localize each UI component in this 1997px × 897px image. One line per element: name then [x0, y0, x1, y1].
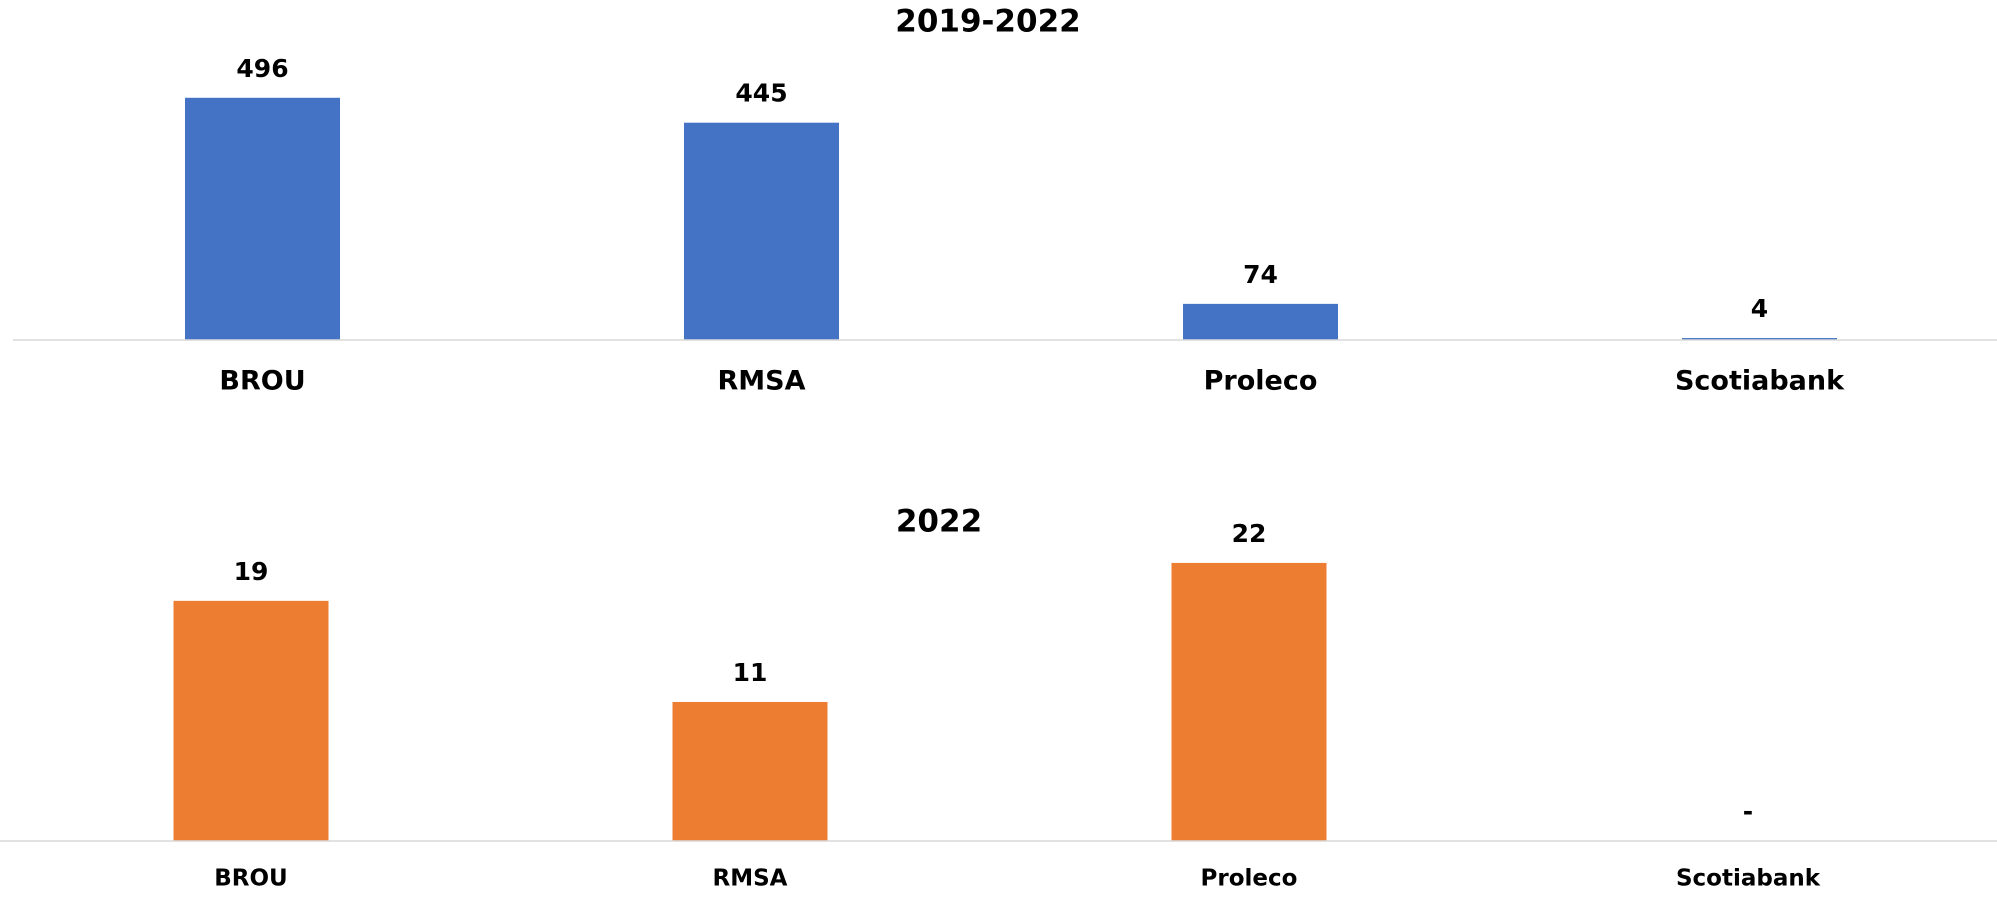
data-label: 496	[236, 54, 288, 83]
x-tick-label: Proleco	[1204, 366, 1318, 397]
x-tick-label: RMSA	[713, 866, 788, 892]
x-tick-label: RMSA	[717, 366, 805, 397]
bar	[1682, 338, 1837, 340]
data-label: 4	[1751, 294, 1768, 323]
bar	[1171, 562, 1327, 841]
data-label: -	[1743, 797, 1753, 826]
bar	[1183, 303, 1338, 340]
data-label: 22	[1232, 519, 1267, 548]
data-label: 445	[735, 79, 787, 108]
bar	[672, 701, 828, 841]
data-label: 11	[733, 658, 768, 687]
x-tick-label: Scotiabank	[1676, 866, 1821, 892]
x-tick-label: Scotiabank	[1675, 366, 1845, 397]
chart-title: 2019-2022	[895, 4, 1080, 40]
bar	[173, 600, 329, 841]
data-label: 19	[234, 557, 269, 586]
chart-title: 2022	[896, 504, 982, 540]
bar	[684, 122, 839, 340]
bar	[185, 97, 340, 340]
data-label: 74	[1243, 260, 1278, 289]
x-tick-label: Proleco	[1201, 866, 1298, 892]
x-tick-label: BROU	[214, 866, 287, 892]
x-tick-label: BROU	[219, 366, 305, 397]
